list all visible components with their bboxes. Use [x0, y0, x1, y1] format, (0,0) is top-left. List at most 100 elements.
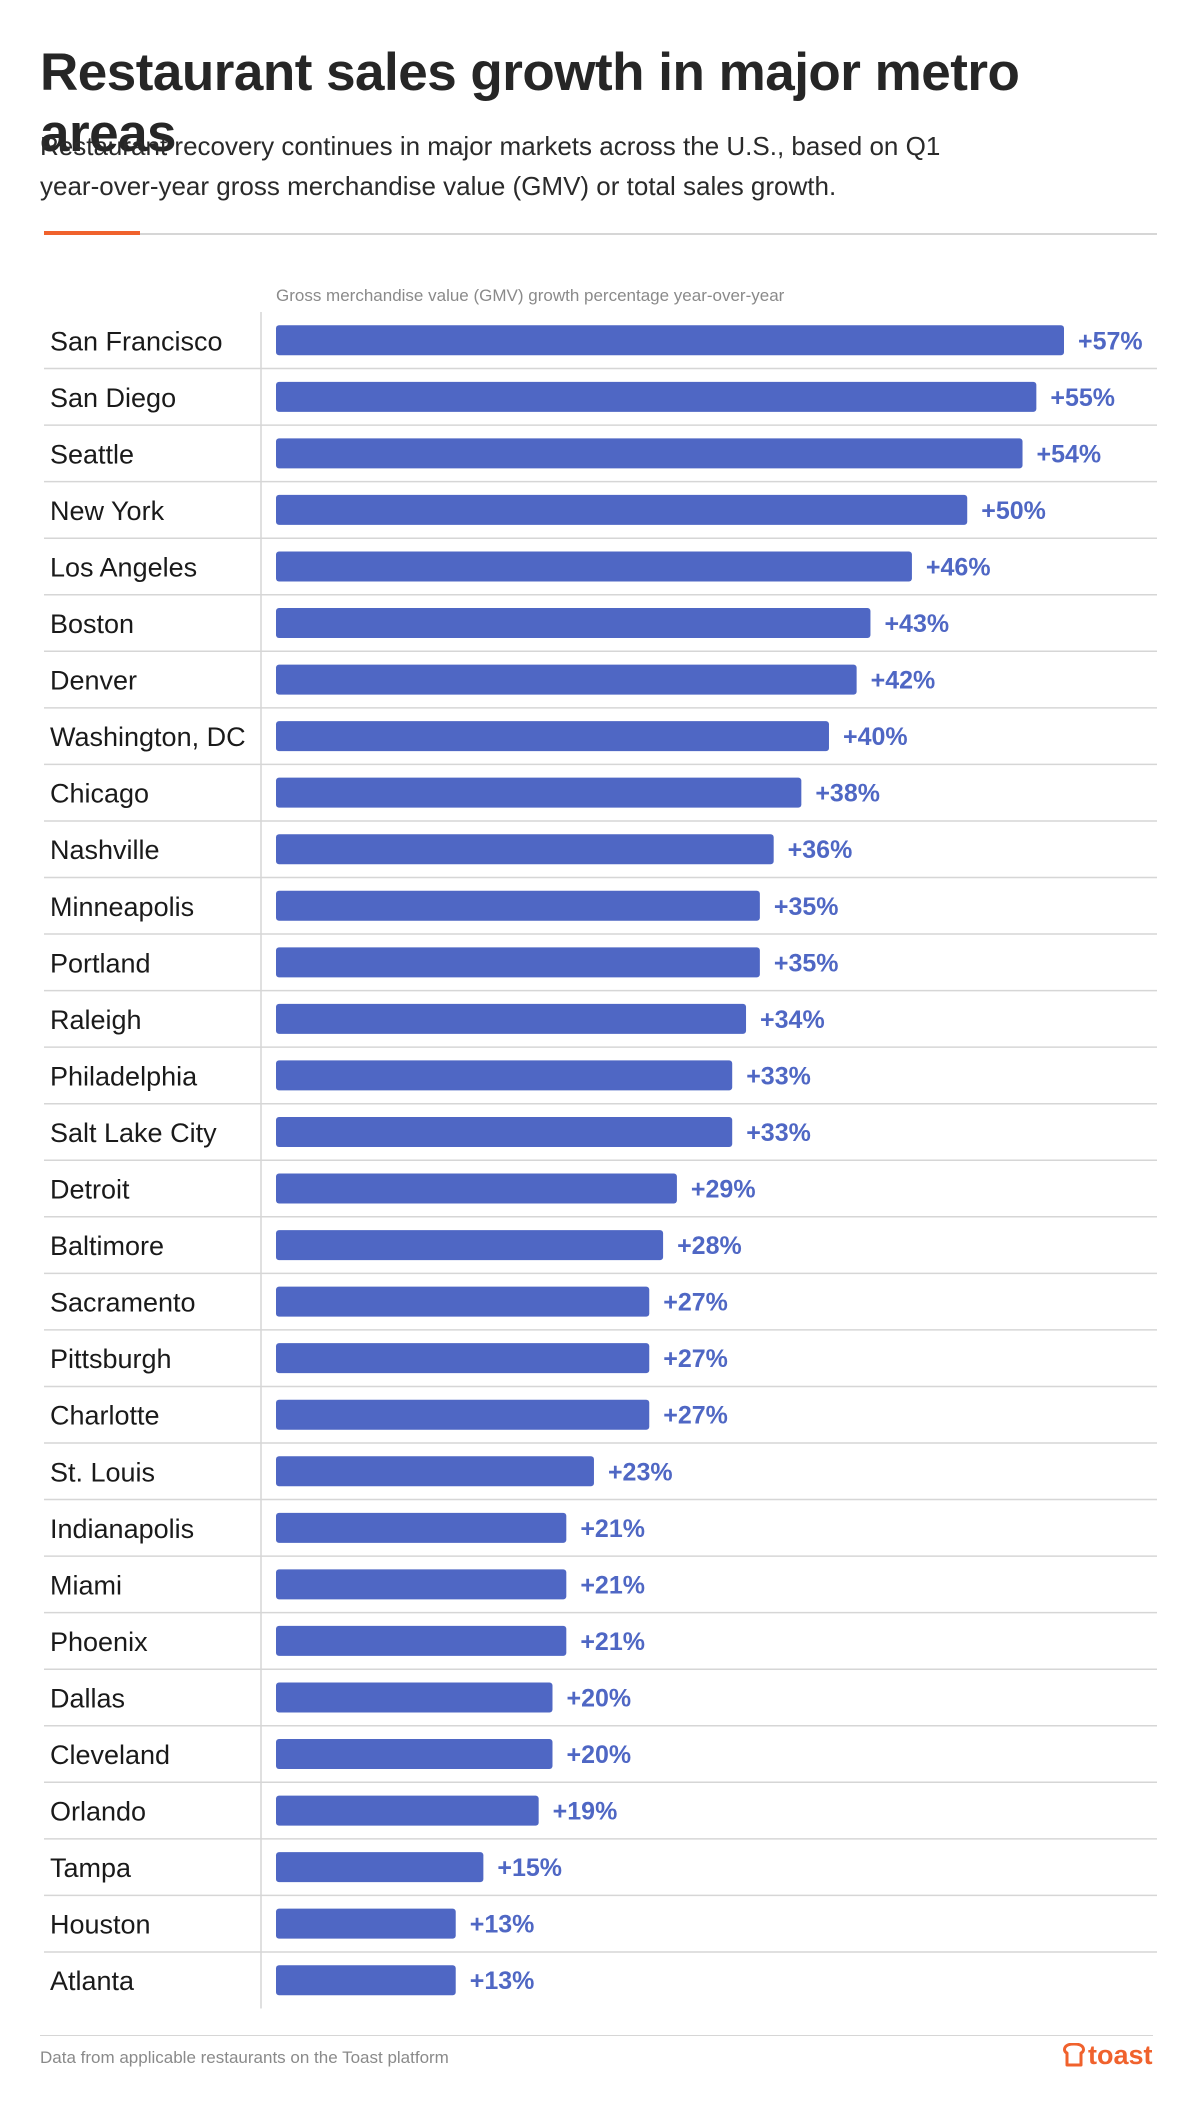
category-label: Pittsburgh — [50, 1344, 172, 1374]
category-label: Indianapolis — [50, 1514, 194, 1544]
value-label: +50% — [981, 497, 1046, 525]
bar — [276, 777, 802, 808]
bar — [276, 1230, 664, 1261]
value-label: +28% — [677, 1232, 742, 1260]
category-label: Denver — [50, 666, 137, 696]
value-label: +13% — [470, 1967, 535, 1995]
category-label: Houston — [50, 1910, 151, 1940]
category-label: Chicago — [50, 779, 149, 809]
value-label: +33% — [746, 1119, 811, 1147]
bar — [276, 325, 1064, 356]
bar — [276, 494, 968, 525]
category-label: Cleveland — [50, 1740, 170, 1770]
source-note: Data from applicable restaurants on the … — [40, 2048, 449, 2067]
category-label: Sacramento — [50, 1288, 196, 1318]
header-accent-rule — [44, 231, 140, 235]
x-axis-label: Gross merchandise value (GMV) growth per… — [276, 286, 785, 305]
logo-wordmark: toast — [1088, 2039, 1153, 2070]
header-divider — [44, 233, 1157, 235]
value-label: +42% — [871, 667, 936, 695]
bar — [276, 1173, 677, 1204]
category-label: Baltimore — [50, 1231, 164, 1261]
bar — [276, 1003, 747, 1034]
category-label: San Francisco — [50, 326, 223, 356]
bar — [276, 1625, 567, 1656]
category-label: Los Angeles — [50, 552, 197, 582]
category-label: San Diego — [50, 383, 176, 413]
value-label: +21% — [580, 1571, 645, 1599]
value-label: +27% — [663, 1402, 728, 1430]
value-label: +29% — [691, 1176, 756, 1204]
value-label: +20% — [566, 1741, 631, 1769]
value-label: +21% — [580, 1515, 645, 1543]
category-label: Nashville — [50, 835, 160, 865]
category-label: St. Louis — [50, 1457, 155, 1487]
chart-subtitle: Restaurant recovery continues in major m… — [40, 131, 941, 201]
category-label: New York — [50, 496, 165, 526]
bar — [276, 1456, 594, 1487]
value-label: +35% — [774, 949, 839, 977]
bar — [276, 1512, 567, 1543]
category-label: Dallas — [50, 1683, 125, 1713]
value-label: +34% — [760, 1006, 825, 1034]
category-label: Raleigh — [50, 1005, 142, 1035]
bar — [276, 1908, 456, 1939]
value-label: +43% — [884, 610, 949, 638]
bar — [276, 1739, 553, 1770]
bar — [276, 1852, 484, 1883]
category-label: Minneapolis — [50, 892, 194, 922]
category-label: Atlanta — [50, 1966, 135, 1996]
toast-logo-icon — [1063, 2043, 1085, 2067]
toast-logo: toast — [1063, 2038, 1153, 2072]
value-label: +38% — [815, 780, 880, 808]
value-label: +36% — [788, 836, 853, 864]
category-label: Detroit — [50, 1175, 130, 1205]
bar — [276, 1795, 539, 1826]
category-label: Seattle — [50, 439, 134, 469]
value-label: +35% — [774, 893, 839, 921]
category-label: Boston — [50, 609, 134, 639]
value-label: +21% — [580, 1628, 645, 1656]
bar — [276, 1116, 733, 1147]
value-label: +54% — [1037, 440, 1102, 468]
bar — [276, 947, 760, 978]
category-label: Charlotte — [50, 1401, 160, 1431]
category-label: Phoenix — [50, 1627, 148, 1657]
bar — [276, 381, 1037, 412]
value-label: +23% — [608, 1458, 673, 1486]
value-label: +40% — [843, 723, 908, 751]
value-label: +27% — [663, 1345, 728, 1373]
value-label: +57% — [1078, 327, 1143, 355]
value-label: +46% — [926, 553, 991, 581]
bar — [276, 1965, 456, 1996]
category-label: Miami — [50, 1570, 122, 1600]
category-label: Philadelphia — [50, 1061, 198, 1091]
bar — [276, 1060, 733, 1091]
value-label: +20% — [566, 1684, 631, 1712]
bar — [276, 1343, 650, 1374]
bar — [276, 890, 760, 921]
bar — [276, 834, 774, 865]
value-label: +15% — [497, 1854, 562, 1882]
value-label: +19% — [553, 1798, 618, 1826]
bar — [276, 1569, 567, 1600]
category-label: Salt Lake City — [50, 1118, 217, 1148]
bar — [276, 1399, 650, 1430]
category-label: Tampa — [50, 1853, 132, 1883]
bar — [276, 664, 857, 695]
category-label: Washington, DC — [50, 722, 246, 752]
value-label: +27% — [663, 1289, 728, 1317]
value-label: +13% — [470, 1911, 535, 1939]
bar — [276, 1682, 553, 1713]
bar — [276, 1286, 650, 1317]
bar-chart: San Francisco +57% San Diego +55% Seattle +54… — [44, 312, 1157, 2009]
category-label: Orlando — [50, 1797, 146, 1827]
value-label: +55% — [1050, 384, 1115, 412]
bar — [276, 608, 871, 639]
bar — [276, 551, 912, 582]
bar — [276, 438, 1023, 469]
chart-title: Restaurant sales growth in major metro a… — [40, 43, 1020, 163]
bar — [276, 721, 829, 752]
category-label: Portland — [50, 948, 151, 978]
value-label: +33% — [746, 1062, 811, 1090]
